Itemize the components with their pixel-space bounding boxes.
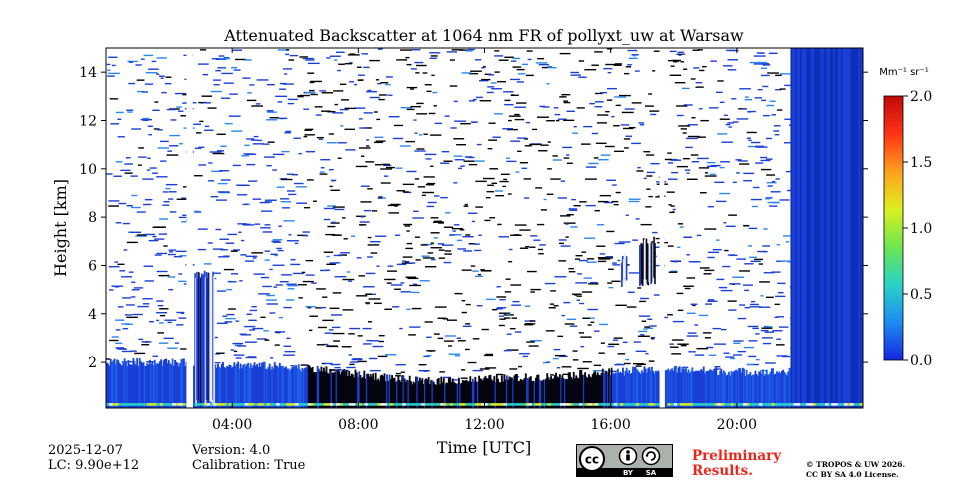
copyright-line-1: © TROPOS & UW 2026.: [806, 460, 906, 469]
date-info: 2025-12-07 LC: 9.90e+12: [48, 443, 139, 473]
y-tick-label: 12: [79, 113, 97, 129]
plot-area: [106, 48, 863, 408]
backscatter-heatmap: [106, 48, 863, 408]
x-tick-label: 08:00: [338, 417, 378, 433]
date-text: 2025-12-07: [48, 443, 123, 458]
preliminary-notice: Preliminary Results.: [692, 449, 781, 479]
preliminary-line-1: Preliminary: [692, 448, 782, 464]
y-tick-label: 4: [88, 307, 97, 323]
y-tick-label: 8: [88, 210, 97, 226]
x-axis-label: Time [UTC]: [437, 438, 531, 457]
cc-logo-text: cc: [585, 453, 599, 467]
x-tick-label: 04:00: [212, 417, 252, 433]
colorbar-tick-label: 0.0: [910, 353, 932, 369]
colorbar-tick-label: 1.0: [910, 221, 932, 237]
x-tick-label: 20:00: [717, 417, 757, 433]
colorbar: Mm⁻¹ sr⁻¹ 0.0 0.5 1.0 1.5 2.0: [879, 67, 932, 369]
cc-license-badge: cc BY SA: [576, 444, 673, 477]
x-tick-label: 16:00: [590, 417, 630, 433]
colorbar-tick-label: 0.5: [910, 287, 932, 303]
x-axis: 04:00 08:00 12:00 16:00 20:00: [212, 48, 757, 433]
chart-title: Attenuated Backscatter at 1064 nm FR of …: [223, 26, 744, 45]
colorbar-unit: Mm⁻¹ sr⁻¹: [879, 67, 928, 78]
lc-text: LC: 9.90e+12: [48, 458, 140, 473]
colorbar-gradient: [883, 95, 904, 361]
colorbar-tick-label: 2.0: [910, 89, 932, 105]
y-axis-label: Height [km]: [51, 179, 70, 277]
cc-logo-icon: [579, 446, 605, 472]
sa-share-icon: [641, 446, 661, 466]
y-tick-label: 14: [79, 65, 97, 81]
calibration-text: Calibration: True: [192, 458, 306, 473]
colorbar-tick-label: 1.5: [910, 155, 932, 171]
plot-background: [106, 48, 863, 408]
version-info: Version: 4.0 Calibration: True: [192, 443, 305, 473]
sa-text: SA: [646, 469, 657, 477]
copyright-line-2: CC BY SA 4.0 License.: [806, 470, 899, 479]
copyright-notice: © TROPOS & UW 2026. CC BY SA 4.0 License…: [806, 460, 905, 480]
x-tick-label: 12:00: [464, 417, 504, 433]
version-text: Version: 4.0: [192, 443, 271, 458]
by-text: BY: [623, 469, 634, 477]
y-axis: 2 4 6 8 10 12 14: [79, 65, 868, 371]
y-tick-label: 6: [88, 258, 97, 274]
y-tick-label: 2: [88, 355, 97, 371]
preliminary-line-2: Results.: [692, 463, 753, 479]
y-tick-label: 10: [79, 162, 97, 178]
